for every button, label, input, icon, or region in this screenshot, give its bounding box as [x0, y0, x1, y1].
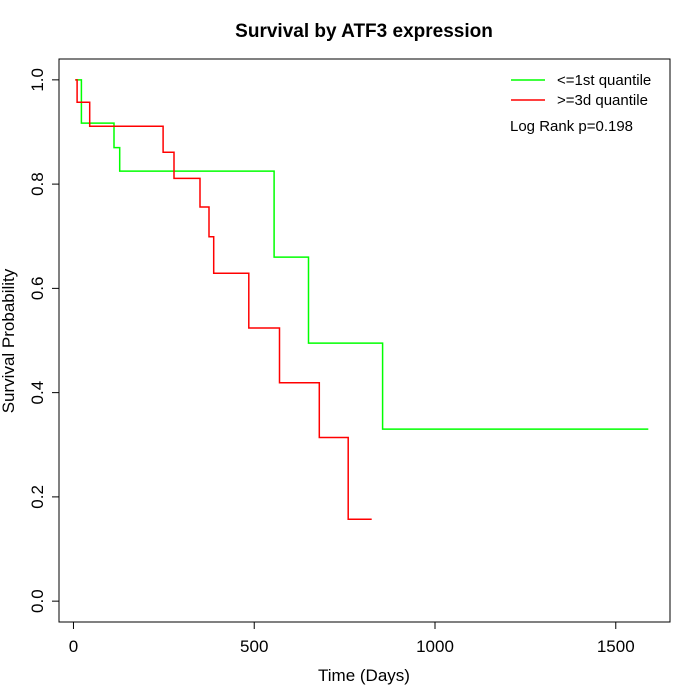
logrank-annotation: Log Rank p=0.198 [510, 118, 633, 135]
y-tick-label-3: 0.6 [28, 277, 47, 301]
legend-label-low-quantile: <=1st quantile [557, 72, 651, 89]
series-layer [75, 79, 649, 521]
chart-title: Survival by ATF3 expression [235, 21, 493, 42]
legend: <=1st quantile >=3d quantile [511, 72, 651, 109]
y-axis-label: Survival Probability [0, 268, 18, 413]
x-axis-label: Time (Days) [318, 666, 410, 685]
y-tick-label-2: 0.4 [28, 381, 47, 405]
y-tick-label-4: 0.8 [28, 172, 47, 196]
y-axis: 0.0 0.2 0.4 0.6 0.8 1.0 [28, 68, 59, 613]
survival-curve-high-quantile [75, 79, 372, 521]
legend-label-high-quantile: >=3d quantile [557, 92, 648, 109]
x-axis: 0 500 1000 1500 [69, 622, 635, 656]
x-tick-label-3: 1500 [597, 637, 635, 656]
x-tick-label-1: 500 [240, 637, 268, 656]
x-tick-label-0: 0 [69, 637, 78, 656]
y-tick-label-5: 1.0 [28, 68, 47, 92]
y-tick-label-0: 0.0 [28, 589, 47, 613]
survival-curve-low-quantile [75, 79, 649, 430]
plot-frame [58, 58, 671, 623]
y-tick-label-1: 0.2 [28, 485, 47, 509]
x-tick-label-2: 1000 [416, 637, 454, 656]
